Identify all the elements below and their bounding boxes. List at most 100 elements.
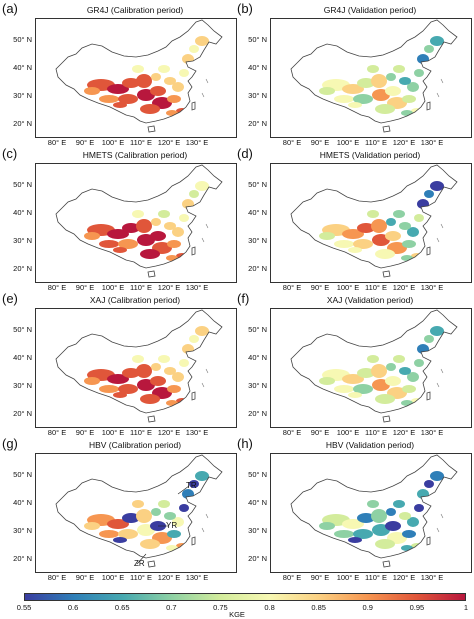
colorbar-tick-label: 0.75 [213, 603, 228, 612]
catchment-kge-region [367, 500, 379, 508]
latitude-tick-label: 40° N [13, 208, 32, 217]
catchment-kge-region [195, 181, 209, 191]
catchment-kge-region [386, 363, 396, 371]
latitude-tick-label: 50° N [13, 325, 32, 334]
catchment-kge-region [353, 529, 373, 539]
catchment-kge-region [150, 86, 166, 96]
catchment-kge-region [182, 199, 194, 209]
catchment-kge-region [386, 73, 396, 81]
catchment-kge-region [357, 513, 375, 523]
longitude-tick-label: 130° E [420, 138, 444, 147]
latitude-tick-label: 40° N [13, 353, 32, 362]
taiwan-boundary [426, 536, 431, 546]
longitude-tick-label: 110° E [129, 138, 153, 147]
coastal-islands [436, 368, 444, 388]
colorbar-tick-label: 0.85 [311, 603, 326, 612]
latitude-tick-label: 30° N [13, 91, 32, 100]
panel-title: GR4J (Validation period) [323, 5, 417, 15]
catchment-kge-region [167, 385, 181, 393]
latitude-tick-label: 20° N [248, 554, 267, 563]
china-boundary [55, 19, 223, 124]
longitude-tick-label: 90° E [310, 283, 330, 292]
china-boundary [290, 454, 458, 559]
catchment-kge-region [136, 74, 152, 88]
longitude-tick-label: 120° E [157, 428, 181, 437]
annotation-leader-line [177, 485, 190, 495]
colorbar-tick-label: 0.8 [264, 603, 275, 612]
colorbar-tick-label: 0.65 [114, 603, 130, 612]
catchment-kge-region [136, 509, 152, 523]
catchment-kge-region [107, 229, 129, 239]
catchment-kge-region [84, 232, 100, 240]
catchment-kge-region [371, 74, 387, 88]
hainan-boundary [147, 125, 156, 133]
china-map [290, 164, 458, 278]
catchment-kge-region [179, 214, 189, 222]
latitude-tick-label: 20° N [13, 409, 32, 418]
panel-title: HMETS (Validation period) [319, 150, 421, 160]
catchment-kge-region [348, 537, 362, 543]
taiwan-boundary [191, 101, 196, 111]
catchment-kge-region [424, 190, 434, 198]
catchment-kge-region [118, 94, 138, 104]
latitude-tick-label: 30° N [248, 381, 267, 390]
catchment-kge-region [132, 210, 144, 218]
latitude-tick-label: 30° N [248, 236, 267, 245]
latitude-tick-label: 20° N [248, 264, 267, 273]
hainan-boundary [382, 415, 391, 423]
latitude-tick-label: 50° N [248, 180, 267, 189]
catchment-kge-region [182, 54, 194, 64]
catchment-kge-region [122, 223, 140, 233]
latitude-tick-label: 50° N [13, 470, 32, 479]
catchment-kge-region [414, 504, 424, 512]
longitude-tick-label: 120° E [392, 138, 416, 147]
catchment-kge-region [399, 512, 411, 520]
taiwan-boundary [191, 246, 196, 256]
catchment-kge-region [334, 95, 354, 103]
colorbar [24, 593, 466, 601]
catchment-kge-region [357, 368, 375, 378]
hainan-boundary [382, 560, 391, 568]
catchment-kge-region [167, 530, 181, 538]
catchment-kge-region [164, 512, 176, 520]
catchment-kge-region [113, 247, 127, 253]
catchment-kge-region [319, 522, 335, 530]
catchment-kge-region [399, 77, 411, 85]
catchment-kge-region [151, 218, 161, 226]
catchment-kge-region [353, 384, 373, 394]
catchment-kge-region [399, 222, 411, 230]
catchment-kge-region [401, 400, 413, 406]
catchment-kge-region [407, 82, 419, 92]
catchment-kge-region [158, 500, 170, 508]
taiwan-boundary [191, 391, 196, 401]
catchment-kge-region [375, 249, 395, 259]
longitude-tick-label: 90° E [75, 428, 95, 437]
latitude-tick-label: 40° N [13, 498, 32, 507]
catchment-kge-region [414, 214, 424, 222]
catchment-kge-region [424, 480, 434, 488]
catchment-kge-region [189, 45, 199, 53]
catchment-kge-region [353, 94, 373, 104]
longitude-tick-label: 130° E [420, 573, 444, 582]
coastal-islands [201, 78, 209, 98]
latitude-tick-label: 20° N [248, 409, 267, 418]
latitude-tick-label: 40° N [248, 353, 267, 362]
china-boundary [55, 309, 223, 414]
catchment-kge-region [150, 231, 166, 241]
catchment-kge-region [151, 73, 161, 81]
catchment-kge-region [122, 78, 140, 88]
longitude-tick-label: 120° E [392, 573, 416, 582]
catchment-kge-region [353, 239, 373, 249]
china-boundary [55, 164, 223, 269]
map-frame [270, 308, 472, 428]
catchment-kge-region [430, 181, 444, 191]
panel-label: (e) [2, 291, 18, 306]
china-map [290, 454, 458, 568]
taiwan-boundary [426, 391, 431, 401]
catchment-kge-region [122, 368, 140, 378]
catchment-kge-region [367, 210, 379, 218]
catchment-kge-region [319, 377, 335, 385]
panel-label: (b) [237, 1, 253, 16]
china-map: TR YR ZR [55, 454, 223, 568]
longitude-tick-label: 80° E [282, 428, 302, 437]
